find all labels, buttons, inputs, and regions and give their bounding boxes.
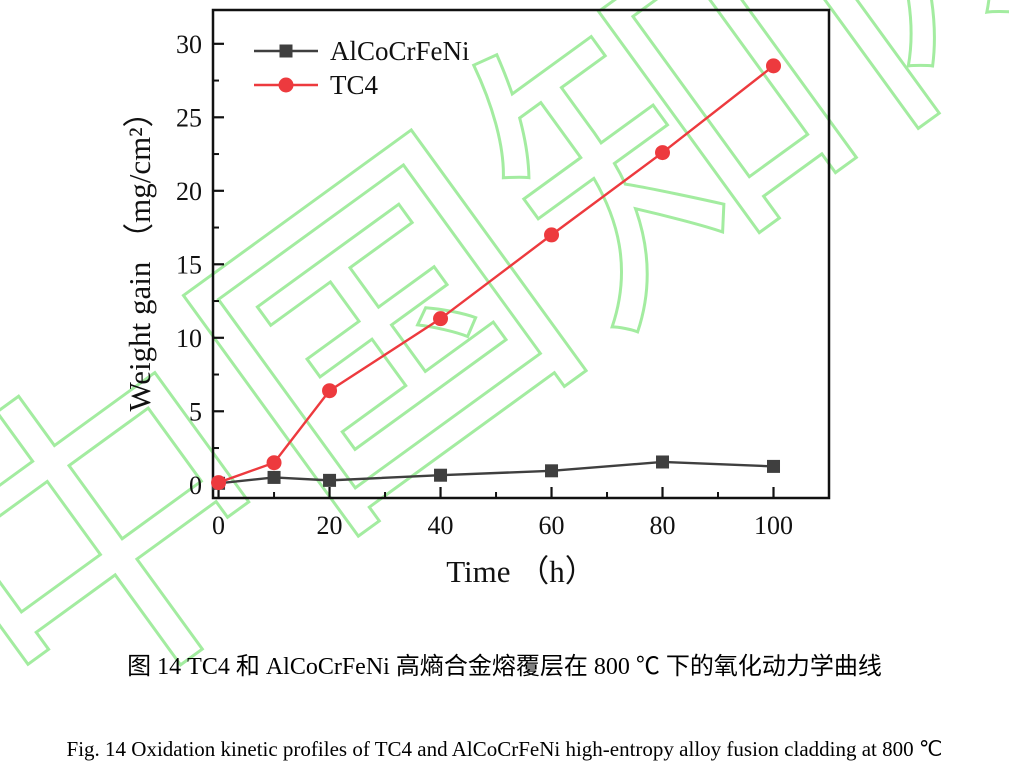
y-axis-title: Weight gain （mg/cm²） (122, 96, 157, 411)
y-tick-label: 15 (176, 250, 202, 279)
figure-caption-en: Fig. 14 Oxidation kinetic profiles of TC… (66, 737, 943, 761)
series-line (218, 64, 775, 484)
marker-square (434, 468, 448, 482)
x-tick-label: 60 (539, 511, 565, 540)
legend-label-TC4: TC4 (330, 70, 379, 100)
figure-caption-zh: 图 14 TC4 和 AlCoCrFeNi 高熵合金熔覆层在 800 ℃ 下的氧… (127, 654, 882, 680)
plot-frame (211, 8, 831, 500)
y-tick-label: 10 (176, 324, 202, 353)
marker-circle (433, 311, 449, 327)
legend-label-AlCoCrFeNi: AlCoCrFeNi (330, 36, 470, 66)
oxidation-kinetics-chart: 0 20 40 60 80 100 0 5 10 15 20 25 30 Time （h） Weight g… (122, 8, 831, 589)
marker-square (545, 464, 559, 478)
y-tick-label: 30 (176, 30, 202, 59)
x-axis-title: Time （h） (446, 554, 596, 589)
legend: AlCoCrFeNi TC4 (254, 36, 470, 100)
marker-circle (544, 227, 560, 243)
marker-square (267, 470, 281, 484)
x-axis: 0 20 40 60 80 100 (212, 487, 793, 540)
marker-circle (211, 475, 227, 491)
y-tick-label: 20 (176, 177, 202, 206)
series-AlCoCrFeNi (212, 455, 781, 490)
y-tick-label: 25 (176, 103, 202, 132)
marker-circle (766, 58, 782, 74)
x-tick-label: 40 (428, 511, 454, 540)
x-tick-label: 20 (317, 511, 343, 540)
series-TC4 (211, 58, 782, 491)
marker-square (767, 459, 781, 473)
marker-circle (322, 383, 338, 399)
marker-square (656, 455, 670, 469)
y-axis: 0 5 10 15 20 25 30 (176, 30, 224, 500)
marker-circle (655, 145, 671, 161)
series-line (218, 460, 774, 485)
y-tick-label: 0 (189, 471, 202, 500)
y-tick-label: 5 (189, 397, 202, 426)
x-tick-label: 80 (650, 511, 676, 540)
marker-circle (266, 455, 282, 471)
marker-square (279, 44, 293, 58)
x-tick-label: 100 (754, 511, 793, 540)
marker-circle (278, 77, 294, 93)
x-tick-label: 0 (212, 511, 225, 540)
marker-square (323, 473, 337, 487)
